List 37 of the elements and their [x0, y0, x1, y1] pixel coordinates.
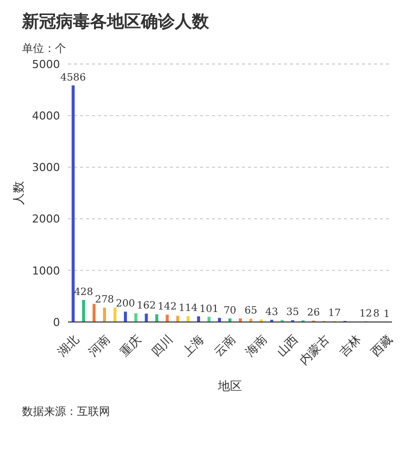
data-label: 8	[373, 308, 380, 320]
data-label: 278	[94, 294, 114, 306]
data-label: 101	[199, 304, 219, 315]
x-tick-label: 海南	[242, 332, 270, 360]
data-label: 200	[116, 298, 135, 310]
x-tick-label: 云南	[211, 332, 238, 360]
data-label: 35	[286, 307, 300, 318]
data-label: 65	[244, 306, 258, 317]
x-tick-label: 重庆	[117, 332, 144, 360]
data-label: 114	[178, 303, 198, 314]
x-tick-label: 四川	[148, 332, 176, 360]
data-label: 162	[136, 300, 156, 312]
data-label: 70	[224, 305, 236, 316]
data-label: 12	[359, 308, 372, 320]
y-tick-label: 4000	[32, 110, 60, 123]
y-tick-label: 0	[53, 316, 60, 329]
y-axis-title: 人数	[11, 181, 26, 205]
y-tick-label: 5000	[32, 58, 60, 71]
x-tick-label: 吉林	[336, 332, 364, 360]
x-axis-title: 地区	[217, 379, 242, 393]
data-label: 26	[307, 308, 320, 319]
chart-title: 新冠病毒各地区确诊人数	[22, 11, 210, 33]
data-label: 142	[158, 302, 177, 313]
x-tick-label: 河南	[86, 332, 113, 360]
chart-subtitle: 单位：个	[22, 41, 67, 56]
data-label: 4586	[60, 72, 86, 84]
x-tick-label: 湖北	[54, 332, 82, 360]
data-label: 17	[328, 308, 341, 320]
source-note: 数据来源：互联网	[22, 404, 111, 419]
data-label: 428	[74, 286, 94, 298]
x-tick-label: 上海	[180, 332, 207, 360]
data-label: 1	[384, 308, 390, 320]
y-tick-label: 3000	[32, 161, 60, 174]
y-tick-label: 1000	[32, 264, 60, 278]
x-tick-label: 西藏	[368, 332, 395, 360]
y-tick-label: 2000	[32, 212, 60, 226]
data-label: 43	[265, 306, 278, 318]
